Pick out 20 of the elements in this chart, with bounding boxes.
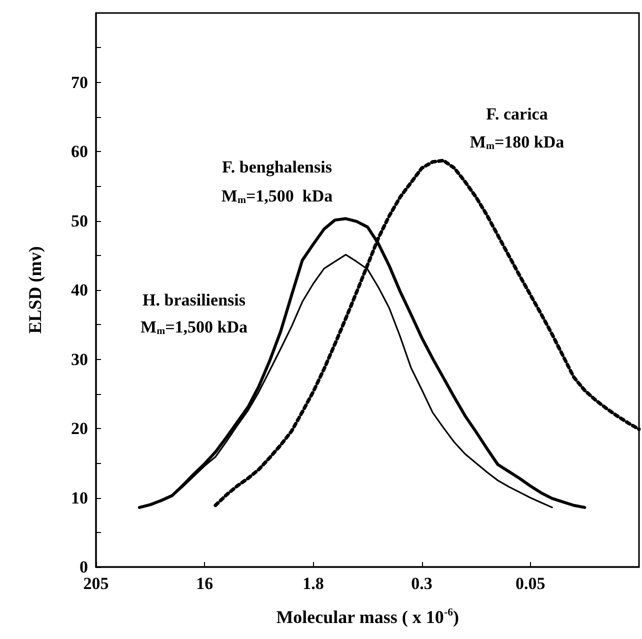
annotation: F. carica <box>486 104 548 124</box>
annotation: Mm=1,500 kDa <box>140 318 248 337</box>
y-tick-label: 0 <box>80 558 88 576</box>
y-tick-label: 20 <box>71 419 88 438</box>
y-tick-label: 70 <box>71 72 88 92</box>
x-tick-label: 0.3 <box>411 574 432 593</box>
annotation: Mm=180 kDa <box>470 132 565 152</box>
y-tick-label: 50 <box>71 211 88 230</box>
x-tick-label: 16 <box>196 574 214 593</box>
y-tick-label: 10 <box>71 488 88 508</box>
annotation: Mm=1,500 kDa <box>221 186 334 206</box>
annotation: F. benghalensis <box>222 158 332 176</box>
y-tick-label: 30 <box>71 350 88 369</box>
y-axis-title: ELSD (mv) <box>25 246 45 334</box>
annotation: H. brasiliensis <box>142 290 246 310</box>
x-tick-label: 205 <box>83 574 109 593</box>
y-tick-label: 40 <box>71 280 88 300</box>
y-tick-label: 60 <box>71 142 88 161</box>
x-tick-label: 1.8 <box>302 574 324 593</box>
x-tick-label: 0.05 <box>516 574 546 593</box>
